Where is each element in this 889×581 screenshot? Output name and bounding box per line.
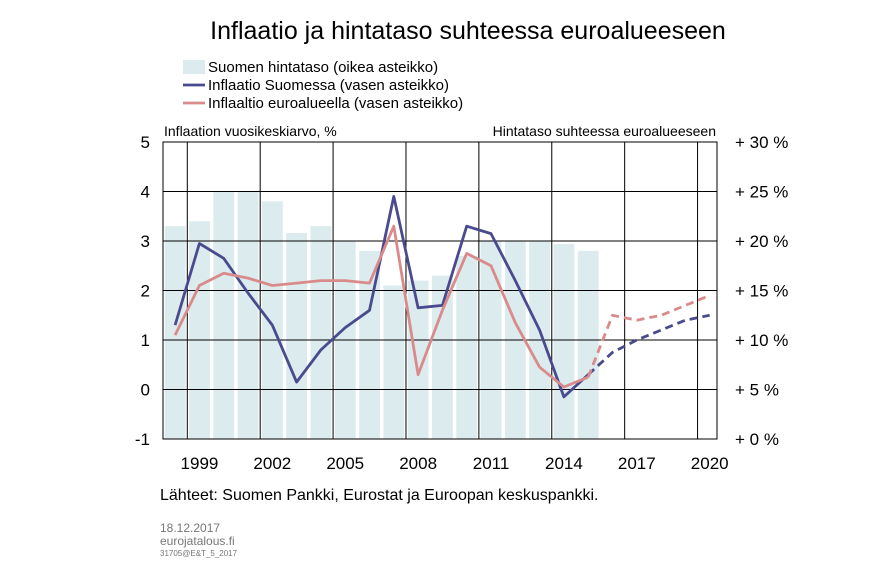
left-tick-label: 5	[141, 133, 150, 152]
forecast-series-0	[587, 313, 710, 376]
left-tick-label: 1	[141, 331, 150, 350]
footer-site: eurojatalous.fi	[160, 534, 235, 548]
grid-lines	[163, 142, 717, 439]
legend-swatch-bar	[183, 60, 205, 74]
x-tick-label: 2002	[253, 454, 291, 473]
bar-2000	[213, 191, 235, 439]
right-axis-ticks: + 30 % + 25 % + 20 % + 15 % + 10 % + 5 % + 0 %	[712, 133, 788, 449]
footer-date: 18.12.2017	[160, 521, 220, 535]
left-tick-label: 3	[141, 232, 150, 251]
bar-2001	[237, 191, 259, 439]
chart-title: Inflaatio ja hintataso suhteessa euroalu…	[210, 17, 726, 45]
right-tick-label: + 25 %	[735, 183, 788, 202]
right-tick-label: + 30 %	[735, 133, 788, 152]
plot-area	[162, 141, 718, 440]
right-tick-label: + 15 %	[735, 282, 788, 301]
bar-2015	[577, 250, 599, 439]
legend: Suomen hintataso (oikea asteikko)Inflaat…	[183, 59, 463, 112]
x-tick-label: 2014	[545, 454, 583, 473]
legend-label: Suomen hintataso (oikea asteikko)	[208, 59, 438, 76]
source-note: Lähteet: Suomen Pankki, Eurostat ja Euro…	[160, 487, 598, 504]
right-axis-title: Hintataso suhteessa euroalueeseen	[493, 123, 716, 139]
bar-2014	[553, 243, 575, 439]
x-tick-label: 2005	[326, 454, 364, 473]
bar-1999	[188, 221, 210, 439]
bar-2006	[359, 250, 380, 439]
left-tick-label: 0	[141, 381, 150, 400]
bar-2010	[456, 255, 478, 439]
forecast-series-1	[586, 294, 711, 378]
footer-code: 31705@E&T_5_2017	[160, 549, 238, 558]
bar-2004	[310, 226, 332, 439]
line-series	[173, 194, 711, 399]
bar-2003	[286, 233, 308, 439]
x-axis-ticks: 1999 2002 2005 2008 2011 2014 2017 2020	[181, 454, 729, 473]
line-series-1	[173, 224, 589, 389]
x-tick-label: 2017	[618, 454, 656, 473]
x-tick-label: 2008	[399, 454, 437, 473]
bar-2002	[261, 201, 283, 439]
x-tick-label: 2011	[473, 454, 510, 473]
right-tick-label: + 20 %	[735, 232, 788, 251]
left-tick-label: 4	[141, 183, 150, 202]
left-axis-ticks: 5 4 3 2 1 0 -1	[135, 133, 168, 449]
bar-2009	[431, 275, 453, 439]
x-tick-label: 2020	[691, 454, 729, 473]
right-tick-label: + 10 %	[735, 331, 788, 350]
left-tick-label: 2	[141, 282, 150, 301]
left-tick-label: -1	[135, 430, 150, 449]
bar-2007	[383, 285, 405, 439]
x-tick-label: 1999	[181, 454, 219, 473]
right-tick-label: + 5 %	[735, 381, 779, 400]
line-series-0	[173, 194, 590, 399]
left-axis-title: Inflaation vuosikeskiarvo, %	[164, 123, 337, 139]
right-tick-label: + 0 %	[735, 430, 779, 449]
bar-2008	[407, 280, 429, 439]
legend-label: Inflaaltio euroalueella (vasen asteikko)	[208, 95, 463, 112]
legend-label: Inflaatio Suomessa (vasen asteikko)	[208, 77, 449, 94]
